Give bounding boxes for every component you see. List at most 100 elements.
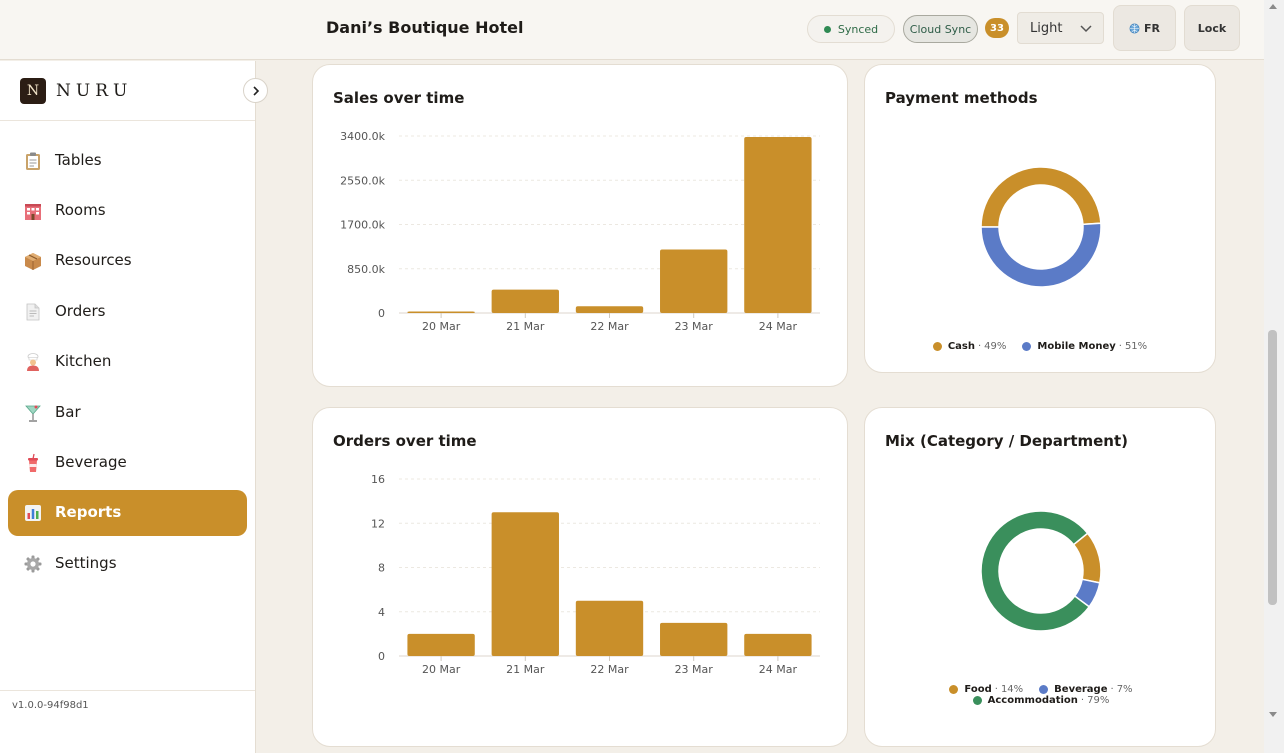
sidebar-item-label: Tables: [55, 151, 102, 169]
payment-methods-card: Payment methods Cash · 49% Mobile Money · 51%: [864, 64, 1216, 373]
sidebar-item-label: Beverage: [55, 453, 127, 471]
sidebar-item-label: Kitchen: [55, 352, 112, 370]
y-tick-label: 2550.0k: [340, 174, 385, 187]
y-tick-label: 4: [378, 606, 385, 619]
cocktail-icon: [25, 405, 41, 422]
scroll-up-icon[interactable]: [1269, 4, 1277, 9]
sidebar-item-tables[interactable]: Tables: [8, 138, 247, 184]
lock-button[interactable]: Lock: [1184, 5, 1240, 51]
bar[interactable]: [491, 512, 559, 656]
bar[interactable]: [575, 306, 644, 313]
bar[interactable]: [491, 289, 559, 313]
status-dot-icon: [823, 25, 831, 33]
y-tick-label: 16: [371, 473, 385, 486]
legend-item[interactable]: Cash · 49%: [932, 341, 1006, 352]
sidebar-item-orders[interactable]: Orders: [8, 289, 247, 335]
x-tick-label: 21 Mar: [506, 320, 545, 333]
legend-label: Cash: [947, 341, 975, 352]
x-tick-label: 21 Mar: [506, 663, 545, 676]
y-tick-label: 12: [371, 517, 385, 530]
legend-percentage: 51%: [1124, 341, 1148, 352]
brand-mark: N: [20, 78, 46, 104]
chevron-right-icon: [252, 85, 259, 96]
bar[interactable]: [407, 311, 475, 314]
pie-slice[interactable]: [980, 166, 1102, 228]
notification-count-badge[interactable]: 33: [985, 18, 1009, 38]
scroll-down-icon[interactable]: [1269, 712, 1277, 717]
globe-icon: [1129, 23, 1140, 33]
page-scrollbar[interactable]: [1264, 0, 1284, 753]
legend-label: Mobile Money: [1037, 341, 1116, 352]
legend-swatch: [1039, 685, 1049, 694]
bar[interactable]: [575, 600, 644, 656]
clipboard-icon: [26, 152, 40, 170]
sidebar-item-rooms[interactable]: Rooms: [8, 188, 247, 234]
sync-status-badge: Synced: [807, 15, 895, 43]
mix-donut-chart: [980, 510, 1102, 632]
sales-over-time-card: Sales over time 0 850.0k 1700.0k 2550.0k 340…: [312, 64, 848, 387]
bar[interactable]: [660, 249, 728, 313]
document-icon: [26, 303, 40, 321]
hotel-name: Dani’s Boutique Hotel: [326, 18, 524, 37]
legend-item[interactable]: Beverage · 7%: [1039, 684, 1133, 695]
theme-select[interactable]: Light: [1017, 12, 1104, 44]
legend-item[interactable]: Food · 14%: [949, 684, 1023, 695]
legend-percentage: 7%: [1116, 684, 1133, 695]
legend-label: Food: [964, 684, 992, 695]
cloud-sync-button[interactable]: Cloud Sync: [903, 15, 978, 43]
sidebar-item-label: Resources: [55, 251, 132, 269]
hotel-icon: [25, 204, 41, 220]
mix-category-card: Mix (Category / Department) Food · 14% Beve…: [864, 407, 1216, 747]
sales-bar-chart: 0 850.0k 1700.0k 2550.0k 3400.0k 20 Mar 21 Mar…: [340, 130, 820, 333]
bar[interactable]: [407, 633, 475, 656]
legend-percentage: 79%: [1087, 695, 1110, 706]
x-tick-label: 23 Mar: [675, 663, 714, 676]
sidebar-item-bar[interactable]: Bar: [8, 390, 247, 436]
x-tick-label: 20 Mar: [422, 320, 461, 333]
bar-chart-icon: [25, 505, 41, 521]
cup-icon: [28, 453, 38, 472]
sidebar-collapse-button[interactable]: [243, 78, 268, 103]
language-label: FR: [1144, 21, 1160, 35]
brand-name: NURU: [56, 81, 133, 101]
gear-icon: [24, 555, 42, 573]
legend-separator: ·: [1110, 684, 1114, 695]
pie-slice[interactable]: [980, 510, 1091, 632]
bar[interactable]: [660, 622, 728, 656]
x-tick-label: 22 Mar: [590, 663, 629, 676]
legend-item[interactable]: Accommodation · 79%: [972, 695, 1110, 706]
legend-item[interactable]: Mobile Money · 51%: [1022, 341, 1147, 352]
divider: [0, 120, 255, 121]
x-tick-label: 24 Mar: [759, 663, 798, 676]
language-button[interactable]: FR: [1113, 5, 1176, 51]
y-tick-label: 8: [378, 562, 385, 575]
card-title: Orders over time: [333, 432, 477, 450]
bar[interactable]: [744, 633, 812, 656]
legend-separator: ·: [1118, 341, 1122, 352]
sidebar: N NURU Tables Rooms Resources Orders Kit…: [0, 61, 256, 753]
orders-over-time-card: Orders over time 0 4 8 12 16 20 Mar 21 Mar 22 M…: [312, 407, 848, 747]
top-bar: Dani’s Boutique Hotel Synced Cloud Sync …: [0, 0, 1264, 60]
divider: [0, 690, 255, 691]
sidebar-item-reports[interactable]: Reports: [8, 490, 247, 536]
legend-swatch: [949, 685, 959, 694]
sidebar-item-settings[interactable]: Settings: [8, 541, 247, 587]
bar[interactable]: [744, 137, 812, 313]
sync-status-label: Synced: [837, 22, 879, 36]
chart-legend: Food · 14% Beverage · 7% Accommodation · 79%: [921, 684, 1161, 706]
sidebar-item-beverage[interactable]: Beverage: [8, 440, 247, 486]
sidebar-item-resources[interactable]: Resources: [8, 238, 247, 284]
x-tick-label: 24 Mar: [759, 320, 798, 333]
sidebar-item-label: Orders: [55, 302, 106, 320]
scroll-thumb[interactable]: [1268, 330, 1277, 605]
payment-donut-chart: [980, 166, 1102, 288]
legend-separator: ·: [977, 341, 982, 352]
pie-slice[interactable]: [980, 222, 1102, 288]
orders-bar-chart: 0 4 8 12 16 20 Mar 21 Mar 22 Mar 23 Mar 24 Mar: [371, 473, 820, 676]
legend-label: Beverage: [1054, 684, 1108, 695]
sidebar-item-kitchen[interactable]: Kitchen: [8, 339, 247, 385]
x-tick-label: 22 Mar: [590, 320, 629, 333]
legend-swatch: [972, 696, 982, 705]
x-tick-label: 23 Mar: [675, 320, 714, 333]
sidebar-item-label: Bar: [55, 403, 81, 421]
